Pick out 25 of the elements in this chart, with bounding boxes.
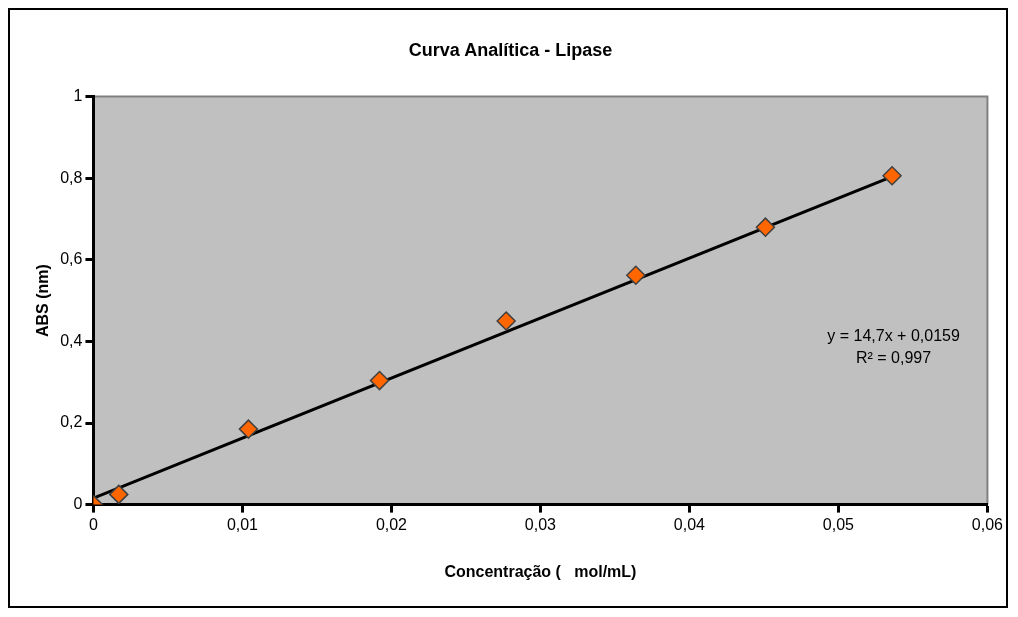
point	[755, 217, 776, 237]
y-tick-label: 0	[73, 495, 83, 513]
y-tick-label: 0,2	[60, 413, 83, 431]
y-tick-label: 0,4	[60, 331, 83, 349]
y-axis-title: ABS (nm)	[34, 264, 52, 338]
y-tick-label: 0,8	[60, 168, 83, 186]
annotation: R² = 0,997	[855, 349, 932, 367]
point	[882, 166, 902, 186]
x-tick-label: 0,01	[226, 515, 259, 533]
x-tick-label: 0	[88, 515, 98, 533]
y-tick-label: 0,6	[60, 250, 83, 268]
x-tick-label: 0,04	[673, 515, 706, 533]
point	[626, 265, 646, 286]
x-tick-label: 0,02	[375, 515, 408, 533]
annotation: y = 14,7x + 0,0159	[827, 327, 960, 345]
y-tick-label: 1	[73, 87, 83, 105]
x-tick-label: 0,06	[971, 515, 1004, 533]
x-tick-label: 0,03	[524, 515, 557, 533]
point	[369, 370, 390, 391]
point	[109, 484, 129, 505]
point	[238, 419, 259, 439]
point	[496, 311, 516, 331]
x-axis-title: Concentração ( mol/mL)	[444, 562, 637, 580]
x-tick-label: 0,05	[822, 515, 855, 533]
chart-title: Curva Analítica - Lipase	[408, 39, 613, 60]
